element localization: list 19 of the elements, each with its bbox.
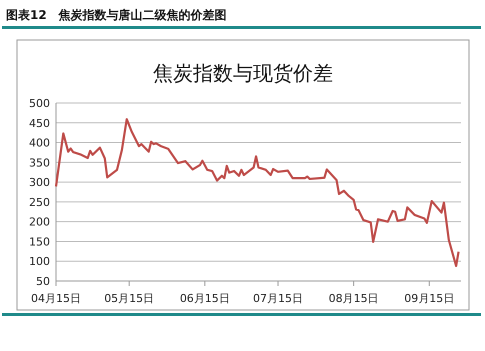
y-tick-label: 150: [29, 235, 50, 248]
y-tick-label: 350: [29, 156, 50, 170]
y-tick-label: 400: [29, 136, 50, 150]
x-tick-label: 04月15日: [31, 292, 81, 305]
x-tick-label: 05月15日: [104, 292, 154, 305]
y-tick-label: 500: [29, 97, 50, 110]
line-series: [54, 118, 460, 268]
x-tick-label: 06月15日: [180, 292, 230, 305]
y-tick-label: 450: [29, 116, 50, 130]
y-tick-label: 200: [29, 216, 50, 229]
y-tick-label: 100: [29, 255, 50, 268]
y-tick-label: 300: [29, 176, 50, 190]
x-tick-label: 08月15日: [328, 292, 379, 305]
y-tick-label: 250: [29, 196, 50, 209]
y-tick-label: 50: [36, 275, 50, 288]
x-tick-label: 09月15日: [404, 292, 454, 305]
text: 图表12 焦炭指数与唐山二级焦的价差图: [6, 8, 227, 22]
chart-title: 焦炭指数与现货价差: [153, 61, 333, 85]
x-tick-label: 07月15日: [253, 292, 304, 305]
